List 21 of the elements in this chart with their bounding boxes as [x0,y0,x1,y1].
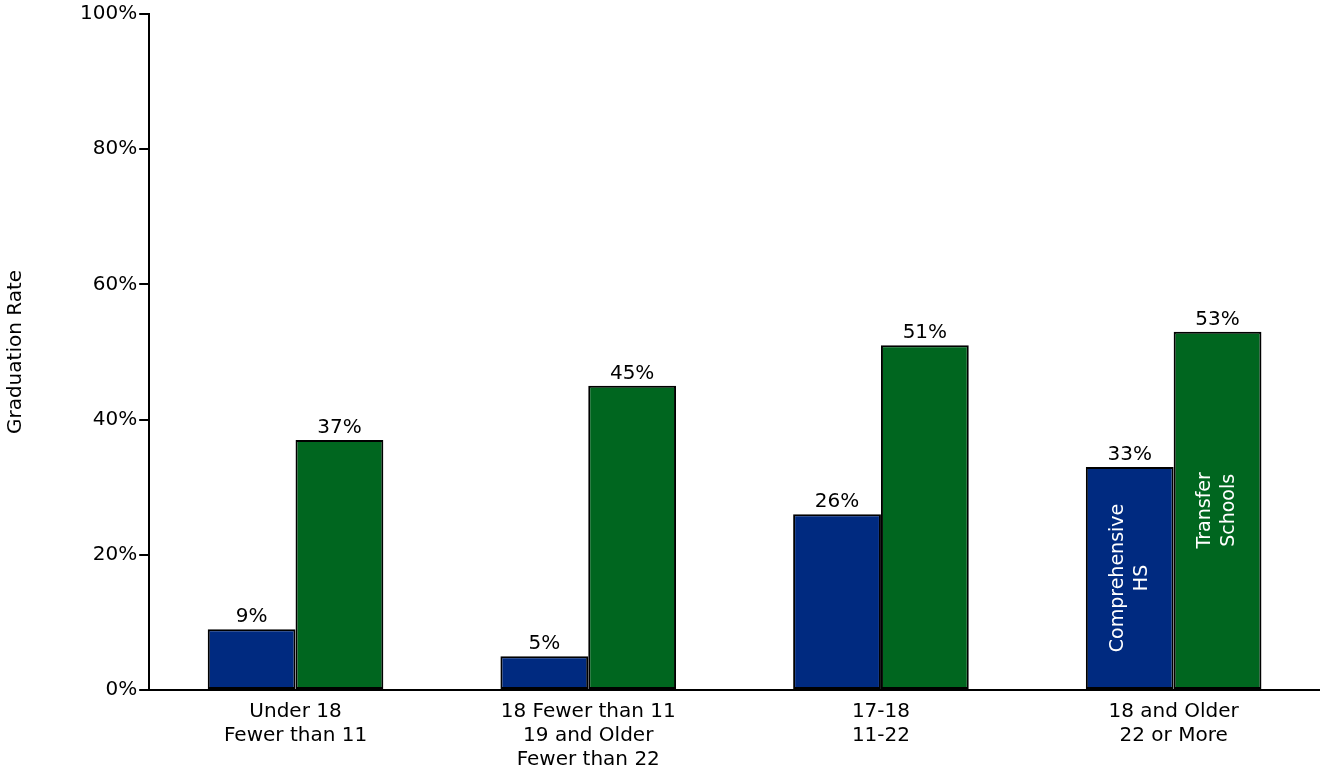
y-tick-label: 0% [105,676,138,701]
x-tick-label: 17-18 11-22 [851,698,910,747]
x-tick-label: 18 Fewer than 11 19 and Older Fewer than 22 [500,698,676,771]
y-tick-label: 100% [79,0,138,25]
data-label: 45% [609,360,655,384]
data-label: 53% [1195,305,1240,330]
x-tick-label: Under 18 Fewer than 11 [223,698,368,747]
x-tick-label: 18 and Older 22 or More [1108,698,1240,747]
y-tick-label: 20% [92,541,138,565]
y-tick-label: 60% [92,270,138,295]
data-label: 33% [1107,441,1152,466]
series-label: Transfer Schools [1192,471,1239,550]
data-label: 26% [814,488,860,513]
data-label: 51% [902,319,948,344]
data-label: 37% [317,414,362,439]
y-axis-title: Graduation Rate [2,269,27,435]
series-label: Comprehensive HS [1104,503,1151,653]
data-label: 9% [235,603,268,628]
y-tick-label: 40% [92,405,138,430]
data-label: 5% [528,630,561,655]
y-tick-label: 80% [92,135,138,160]
